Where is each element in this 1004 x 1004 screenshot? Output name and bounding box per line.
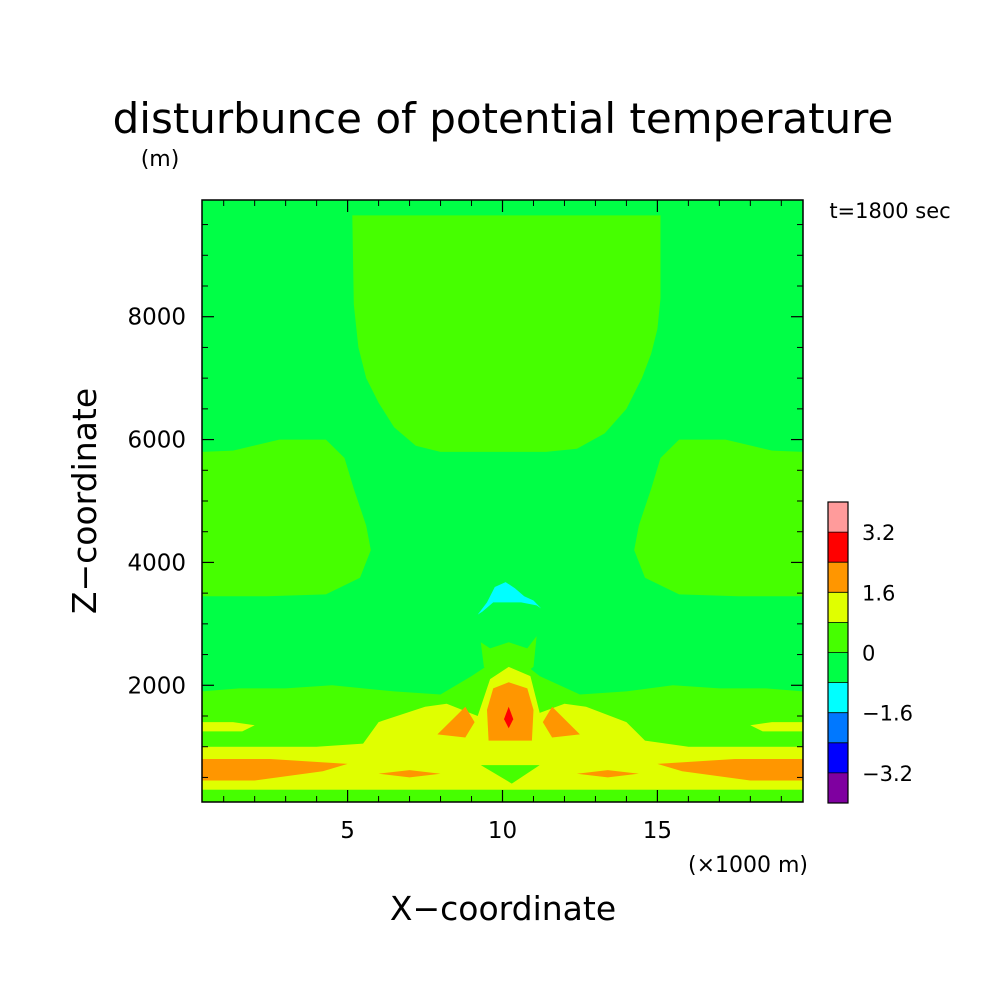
contour-left-yellow-strip [202,722,255,732]
contour-right-orange-blob [542,706,580,738]
contour-left-orange-band [202,759,348,781]
x-tick-label: 15 [643,818,672,844]
colorbar-segment [828,562,848,593]
y-tick-label: 6000 [127,428,186,454]
colorbar-segment [828,622,848,653]
y-tick-label: 4000 [127,550,186,576]
contour-central-red-max [504,706,514,729]
colorbar-segment [828,502,848,533]
contour-upper-positive-lobe [352,215,661,452]
y-tick-label: 8000 [127,305,186,331]
colorbar-segment [828,532,848,563]
colorbar-segment [828,592,848,623]
contour-left-positive-lobe [202,439,371,597]
time-label: t=1800 sec [829,199,950,223]
axis-ticks: 5 10 15 2000 4000 6000 8000 [127,200,803,844]
contour-left-orange-dash [378,770,441,778]
contour-left-orange-blob [437,706,475,738]
x-unit-label: (×1000 m) [688,853,808,878]
colorbar-tick-label: 0 [862,642,875,666]
chart-units: (m) [141,147,180,172]
colorbar-tick-label: 1.6 [862,581,895,605]
contour-right-orange-dash [576,770,639,778]
colorbar-tick-label: −1.6 [862,702,913,726]
colorbar-segment [828,772,848,803]
contour-right-yellow-strip [750,722,803,732]
plot-area [202,200,803,802]
contour-cold-bubble [477,582,542,615]
x-tick-label: 5 [340,818,355,844]
colorbar-segment [828,742,848,773]
x-tick-label: 10 [488,818,517,844]
colorbar: −3.2 −1.6 0 1.6 3.2 [827,501,913,804]
colorbar-segment [828,652,848,683]
colorbar-tick-label: 3.2 [862,521,895,545]
chart-title: disturbunce of potential temperature [113,94,894,143]
colorbar-segment [828,712,848,743]
colorbar-tick-label: −3.2 [862,762,913,786]
y-axis-label: Z−coordinate [65,388,104,614]
y-tick-label: 2000 [127,673,186,699]
contour-right-positive-lobe [634,439,803,597]
contour-right-orange-band [657,759,803,781]
colorbar-segment [828,682,848,713]
x-axis-label: X−coordinate [390,889,616,928]
contour-near-surface-dip [480,765,540,784]
